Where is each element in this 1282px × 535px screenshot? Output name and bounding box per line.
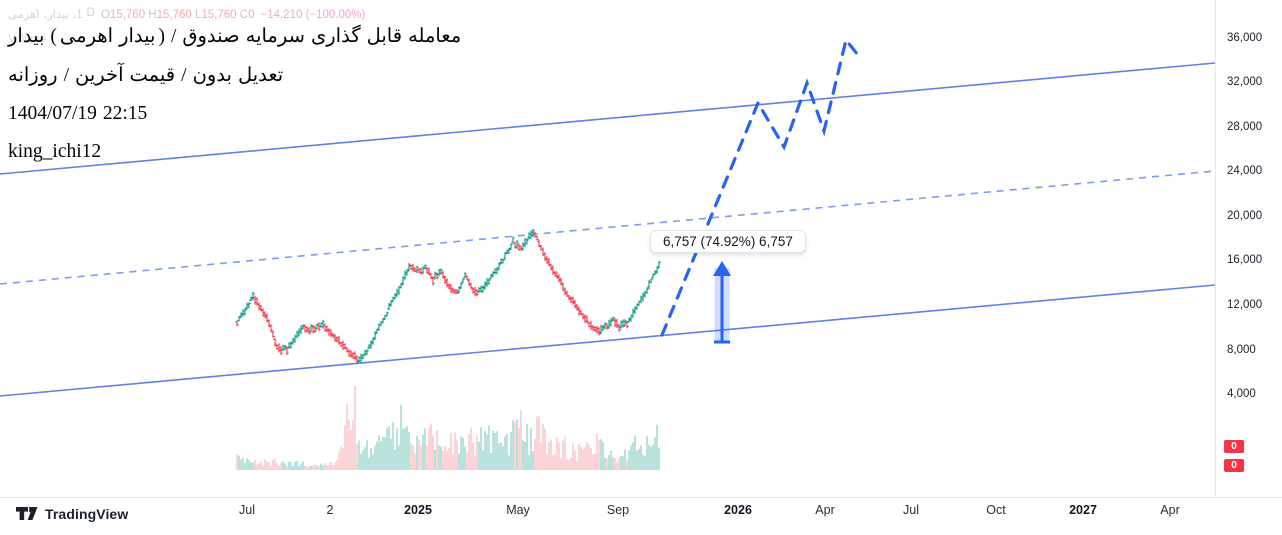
- annotation-word: (: [50, 26, 57, 47]
- time-tick-label: 2026: [724, 503, 752, 517]
- annotation-word: 22:15: [102, 103, 148, 124]
- pane-bottom-divider: [0, 497, 1282, 498]
- time-tick-label: Apr: [1160, 503, 1180, 517]
- time-tick-label: 2027: [1069, 503, 1097, 517]
- tradingview-logo-icon: [16, 507, 38, 520]
- symbol-legend-row[interactable]: اهرمی بیدار، 1، D O15,760 H15,760 L15,760 C…: [8, 7, 365, 21]
- drawing-price-badge: 0: [1224, 459, 1244, 472]
- symbol-token: اهرمی: [8, 9, 40, 21]
- price-tick-label: 24,000: [1227, 165, 1263, 177]
- volume-bars-up: [238, 404, 660, 470]
- annotation-word: معامله: [408, 26, 462, 47]
- volume-bars-down: [236, 386, 628, 470]
- chart-canvas[interactable]: [0, 0, 1215, 497]
- ohlc-value: 15,760: [201, 9, 240, 21]
- price-tick-label: 8,000: [1227, 344, 1256, 356]
- time-tick-label: 2: [326, 503, 334, 517]
- time-tick-label: Oct: [986, 503, 1006, 517]
- ohlc-letter: H: [148, 9, 157, 21]
- annotation-word: /: [181, 65, 187, 86]
- symbol-token: بیدار،: [43, 9, 69, 21]
- annotation-word: اهرمی: [59, 26, 114, 47]
- annotation-word: قابل: [366, 26, 403, 47]
- ohlc-value: 0: [248, 9, 255, 21]
- time-axis[interactable]: Jul 2 2025 May Sep 2026 Apr Jul Oct 2027 Apr: [0, 498, 1215, 524]
- annotation-word: بدون: [192, 65, 232, 86]
- annotation-word: گذاری: [310, 26, 361, 47]
- annotation-word: 1404/07/19: [8, 103, 97, 124]
- price-tick-label: 28,000: [1227, 121, 1263, 133]
- measured-move-arrow[interactable]: [713, 261, 731, 344]
- annotation-word: تعدیل: [237, 65, 284, 86]
- ohlc-letter: C: [239, 9, 249, 21]
- annotation-word: بیدار: [8, 26, 45, 47]
- annotation-word: قیمت: [129, 65, 176, 86]
- ohlc-letter: O: [100, 9, 110, 21]
- time-tick-label: Jul: [903, 503, 919, 517]
- annotation-word: بیدار: [119, 26, 156, 47]
- annotation-word: /: [170, 26, 177, 47]
- ohlc-value: 15,760: [156, 9, 195, 21]
- pane-right-divider: [1215, 0, 1216, 497]
- projection-drawing[interactable]: [660, 36, 860, 337]
- price-tick-label: 4,000: [1227, 388, 1256, 400]
- annotation-word: /: [63, 65, 69, 86]
- time-tick-label: Jul: [239, 503, 255, 517]
- time-tick-label: 2025: [404, 503, 432, 517]
- price-tick-label: 20,000: [1227, 210, 1263, 222]
- measured-move-label[interactable]: 6,757 (74.92%) 6,757: [650, 230, 806, 253]
- channel-upper-line[interactable]: [0, 62, 1215, 175]
- volume-indicator-legend[interactable]: Volume: [8, 34, 47, 46]
- change-value: −14,210 (−100.00%): [260, 9, 366, 21]
- annotation-word: king_ichi12: [8, 141, 102, 162]
- price-tick-label: 32,000: [1227, 76, 1263, 88]
- price-axis[interactable]: 36,000 32,000 28,000 24,000 20,000 16,000 12,0…: [1216, 0, 1282, 497]
- ohlc-values: O15,760 H15,760 L15,760 C0: [101, 9, 255, 21]
- time-tick-label: May: [506, 503, 530, 517]
- tradingview-brand-text: TradingView: [45, 506, 129, 522]
- annotation-line-3: 1404/07/19 22:15: [8, 103, 147, 125]
- channel-mid-dashed-line[interactable]: [0, 170, 1215, 285]
- time-tick-label: Sep: [606, 503, 630, 517]
- price-tick-label: 36,000: [1227, 32, 1263, 44]
- annotation-line-4: king_ichi12: [8, 141, 101, 163]
- price-tick-label: 16,000: [1227, 254, 1263, 266]
- symbol-token: 1،: [72, 9, 83, 21]
- drawing-price-badge: 0: [1224, 440, 1244, 453]
- annotation-word: ): [158, 26, 165, 47]
- price-chart-pane[interactable]: اهرمی بیدار، 1، D O15,760 H15,760 L15,760 C…: [0, 0, 1215, 497]
- symbol-token: D: [86, 7, 95, 19]
- annotation-line-2: روزانه / آخرین قیمت / بدون تعدیل: [8, 63, 283, 87]
- price-bars-down: [235, 231, 629, 364]
- price-tick-label: 12,000: [1227, 299, 1263, 311]
- tradingview-logo-link[interactable]: TradingView: [16, 506, 128, 522]
- annotation-word: روزانه: [8, 65, 58, 86]
- annotation-line-1: بیدار(اهرمی بیدار) / صندوق سرمایه گذاری قابل مع…: [8, 24, 461, 48]
- symbol-name: اهرمی بیدار، 1، D: [8, 7, 95, 21]
- channel-lower-line[interactable]: [0, 284, 1215, 397]
- time-tick-label: Apr: [815, 503, 835, 517]
- ohlc-value: 15,760: [109, 9, 149, 21]
- price-bars-up: [237, 228, 661, 363]
- ohlc-letter: L: [194, 9, 202, 21]
- annotation-word: صندوق: [182, 26, 240, 47]
- annotation-word: آخرین: [74, 65, 124, 86]
- annotation-word: سرمایه: [245, 26, 305, 47]
